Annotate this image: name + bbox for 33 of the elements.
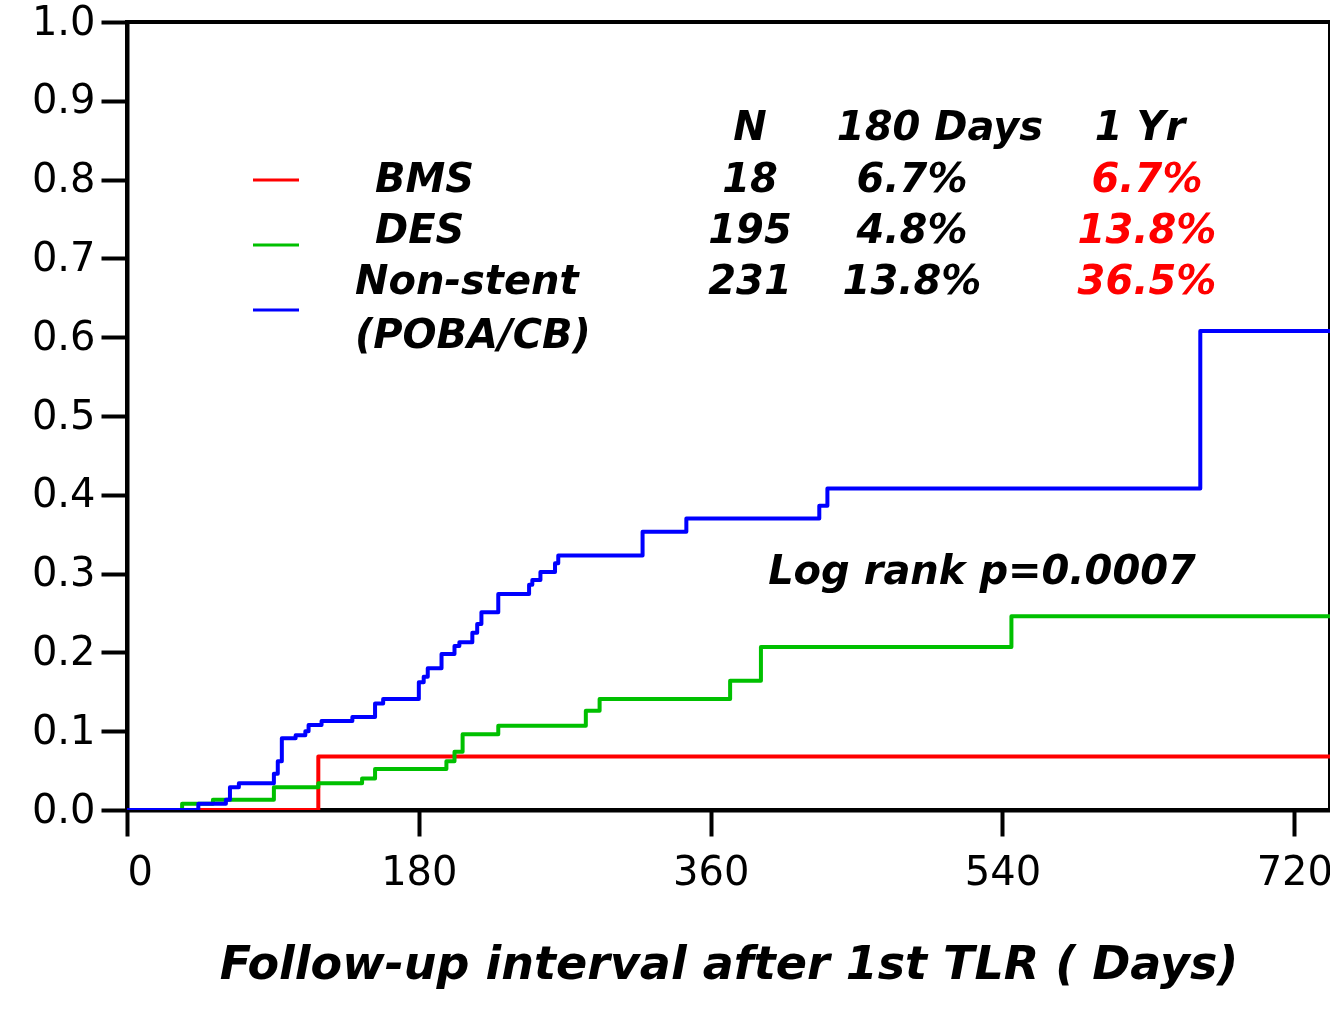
y-tick-label: 0.4 — [31, 470, 96, 517]
y-tick-label: 0.1 — [31, 706, 96, 753]
annotation: 13.8% — [842, 257, 982, 303]
x-tick-label: 0 — [127, 847, 153, 894]
annotation: 180 Days — [836, 103, 1044, 149]
annotation: 13.8% — [1077, 206, 1217, 252]
annotation: Log rank p=0.0007 — [768, 547, 1197, 593]
y-tick-label: 0.3 — [31, 549, 96, 596]
annotation: 1 Yr — [1094, 103, 1188, 149]
y-tick-label: 0.9 — [31, 76, 96, 123]
y-tick-label: 0.8 — [31, 155, 96, 202]
annotation: 195 — [708, 206, 792, 252]
annotation: 6.7% — [856, 155, 968, 201]
y-tick-label: 1.0 — [31, 0, 96, 44]
annotation: 231 — [708, 257, 792, 303]
x-tick-label: 720 — [1256, 847, 1330, 894]
y-tick-label: 0.5 — [31, 391, 96, 438]
annotation: 18 — [722, 155, 778, 201]
annotation: 6.7% — [1091, 155, 1203, 201]
annotation: N — [733, 103, 767, 149]
x-axis-title: Follow-up interval after 1st TLR ( Days) — [219, 935, 1239, 990]
annotation: 4.8% — [855, 206, 968, 252]
x-tick-label: 180 — [381, 847, 458, 894]
y-tick-label: 0.7 — [31, 233, 96, 280]
y-tick-label: 0.6 — [31, 312, 96, 359]
y-tick-label: 0.0 — [31, 785, 96, 832]
legend-label: DES — [375, 206, 465, 252]
legend-label: BMS — [375, 155, 475, 201]
annotation: 36.5% — [1077, 257, 1217, 303]
legend-label: Non-stent (POBA/CB) — [355, 257, 591, 357]
x-tick-label: 540 — [964, 847, 1042, 894]
y-tick-label: 0.2 — [31, 627, 96, 674]
x-tick-label: 360 — [672, 847, 750, 894]
